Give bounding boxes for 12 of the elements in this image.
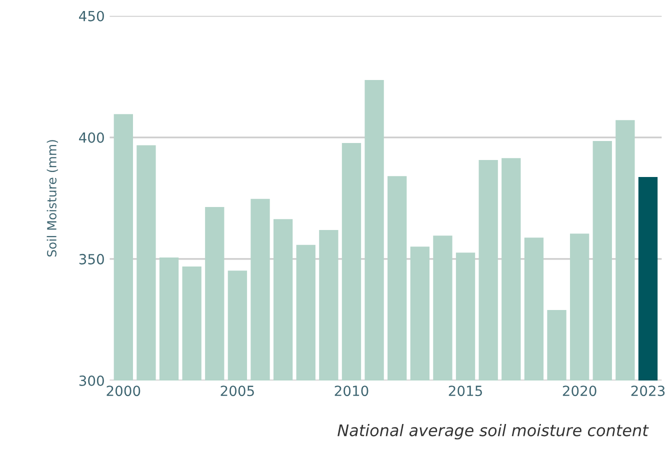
y-tick-label: 350 <box>79 254 104 264</box>
x-tick-label: 2000 <box>106 386 140 396</box>
y-tick-label: 300 <box>79 375 104 386</box>
y-tick-label: 450 <box>79 10 104 22</box>
x-tick-label: 2005 <box>220 386 254 396</box>
x-tick-label: 2010 <box>334 386 368 396</box>
x-tick-label: 2015 <box>448 386 482 396</box>
x-tick-label: 2023 <box>631 386 665 396</box>
y-tick-label: 400 <box>79 132 104 143</box>
x-tick-label: 2020 <box>562 386 596 396</box>
text: National average soil moisture content <box>338 424 649 440</box>
y-axis-title: Soil Moisture (mm) <box>46 140 58 257</box>
